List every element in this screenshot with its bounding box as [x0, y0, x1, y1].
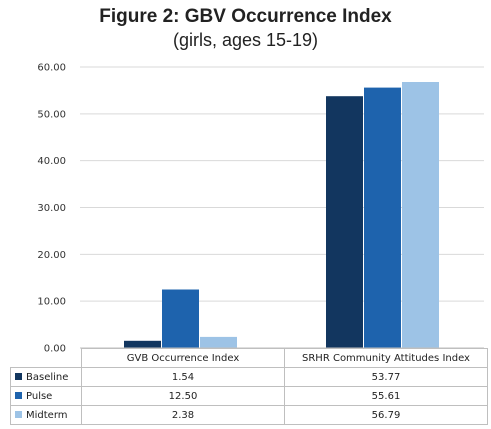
data-table: GVB Occurrence Index SRHR Community Atti…	[10, 348, 488, 425]
chart-subtitle: (girls, ages 15-19)	[172, 30, 319, 50]
category-label-2: SRHR Community Attitudes Index	[284, 348, 488, 368]
series-label-baseline: Baseline	[26, 371, 69, 383]
legend-entry-pulse: Pulse	[10, 386, 82, 406]
legend-entry-midterm: Midterm	[10, 405, 82, 425]
data-label-midterm-gvb: 2.38	[81, 405, 285, 425]
data-label-pulse-gvb: 12.50	[81, 386, 285, 406]
bar-midterm-1	[200, 336, 237, 348]
bar-pulse-1	[162, 289, 199, 348]
midterm-legend-key	[15, 411, 22, 418]
data-table-corner	[11, 349, 82, 368]
y-tick-label: 10.00	[37, 297, 66, 308]
pulse-legend-key	[15, 392, 22, 399]
data-table-row-midterm: Midterm 2.38 56.79	[10, 405, 488, 425]
baseline-legend-key	[15, 373, 22, 380]
data-label-midterm-srhr: 56.79	[284, 405, 488, 425]
y-tick-label: 20.00	[37, 250, 66, 261]
legend-entry-baseline: Baseline	[10, 367, 82, 387]
category-label-1: GVB Occurrence Index	[81, 348, 285, 368]
bar-midterm-2	[402, 82, 439, 348]
y-tick-label: 40.00	[37, 156, 66, 167]
data-table-row-baseline: Baseline 1.54 53.77	[10, 367, 488, 387]
series-label-midterm: Midterm	[26, 409, 68, 421]
y-tick-label: 50.00	[37, 109, 66, 120]
data-label-baseline-gvb: 1.54	[81, 367, 285, 387]
chart-title: Figure 2: GBV Occurrence Index	[99, 6, 392, 27]
data-table-row-pulse: Pulse 12.50 55.61	[10, 386, 488, 406]
bars	[124, 82, 439, 348]
y-tick-label: 60.00	[37, 63, 66, 74]
y-tick-label: 0.00	[44, 344, 66, 355]
y-axis-ticks: 0.00 10.00 20.00 30.00 40.00 50.00 60.00	[37, 63, 66, 355]
bar-pulse-2	[364, 87, 401, 348]
data-label-baseline-srhr: 53.77	[284, 367, 488, 387]
bar-baseline-2	[326, 96, 363, 348]
data-table-header-row: GVB Occurrence Index SRHR Community Atti…	[11, 348, 488, 368]
data-label-pulse-srhr: 55.61	[284, 386, 488, 406]
series-label-pulse: Pulse	[26, 390, 53, 402]
y-tick-label: 30.00	[37, 203, 66, 214]
bar-baseline-1	[124, 340, 161, 348]
